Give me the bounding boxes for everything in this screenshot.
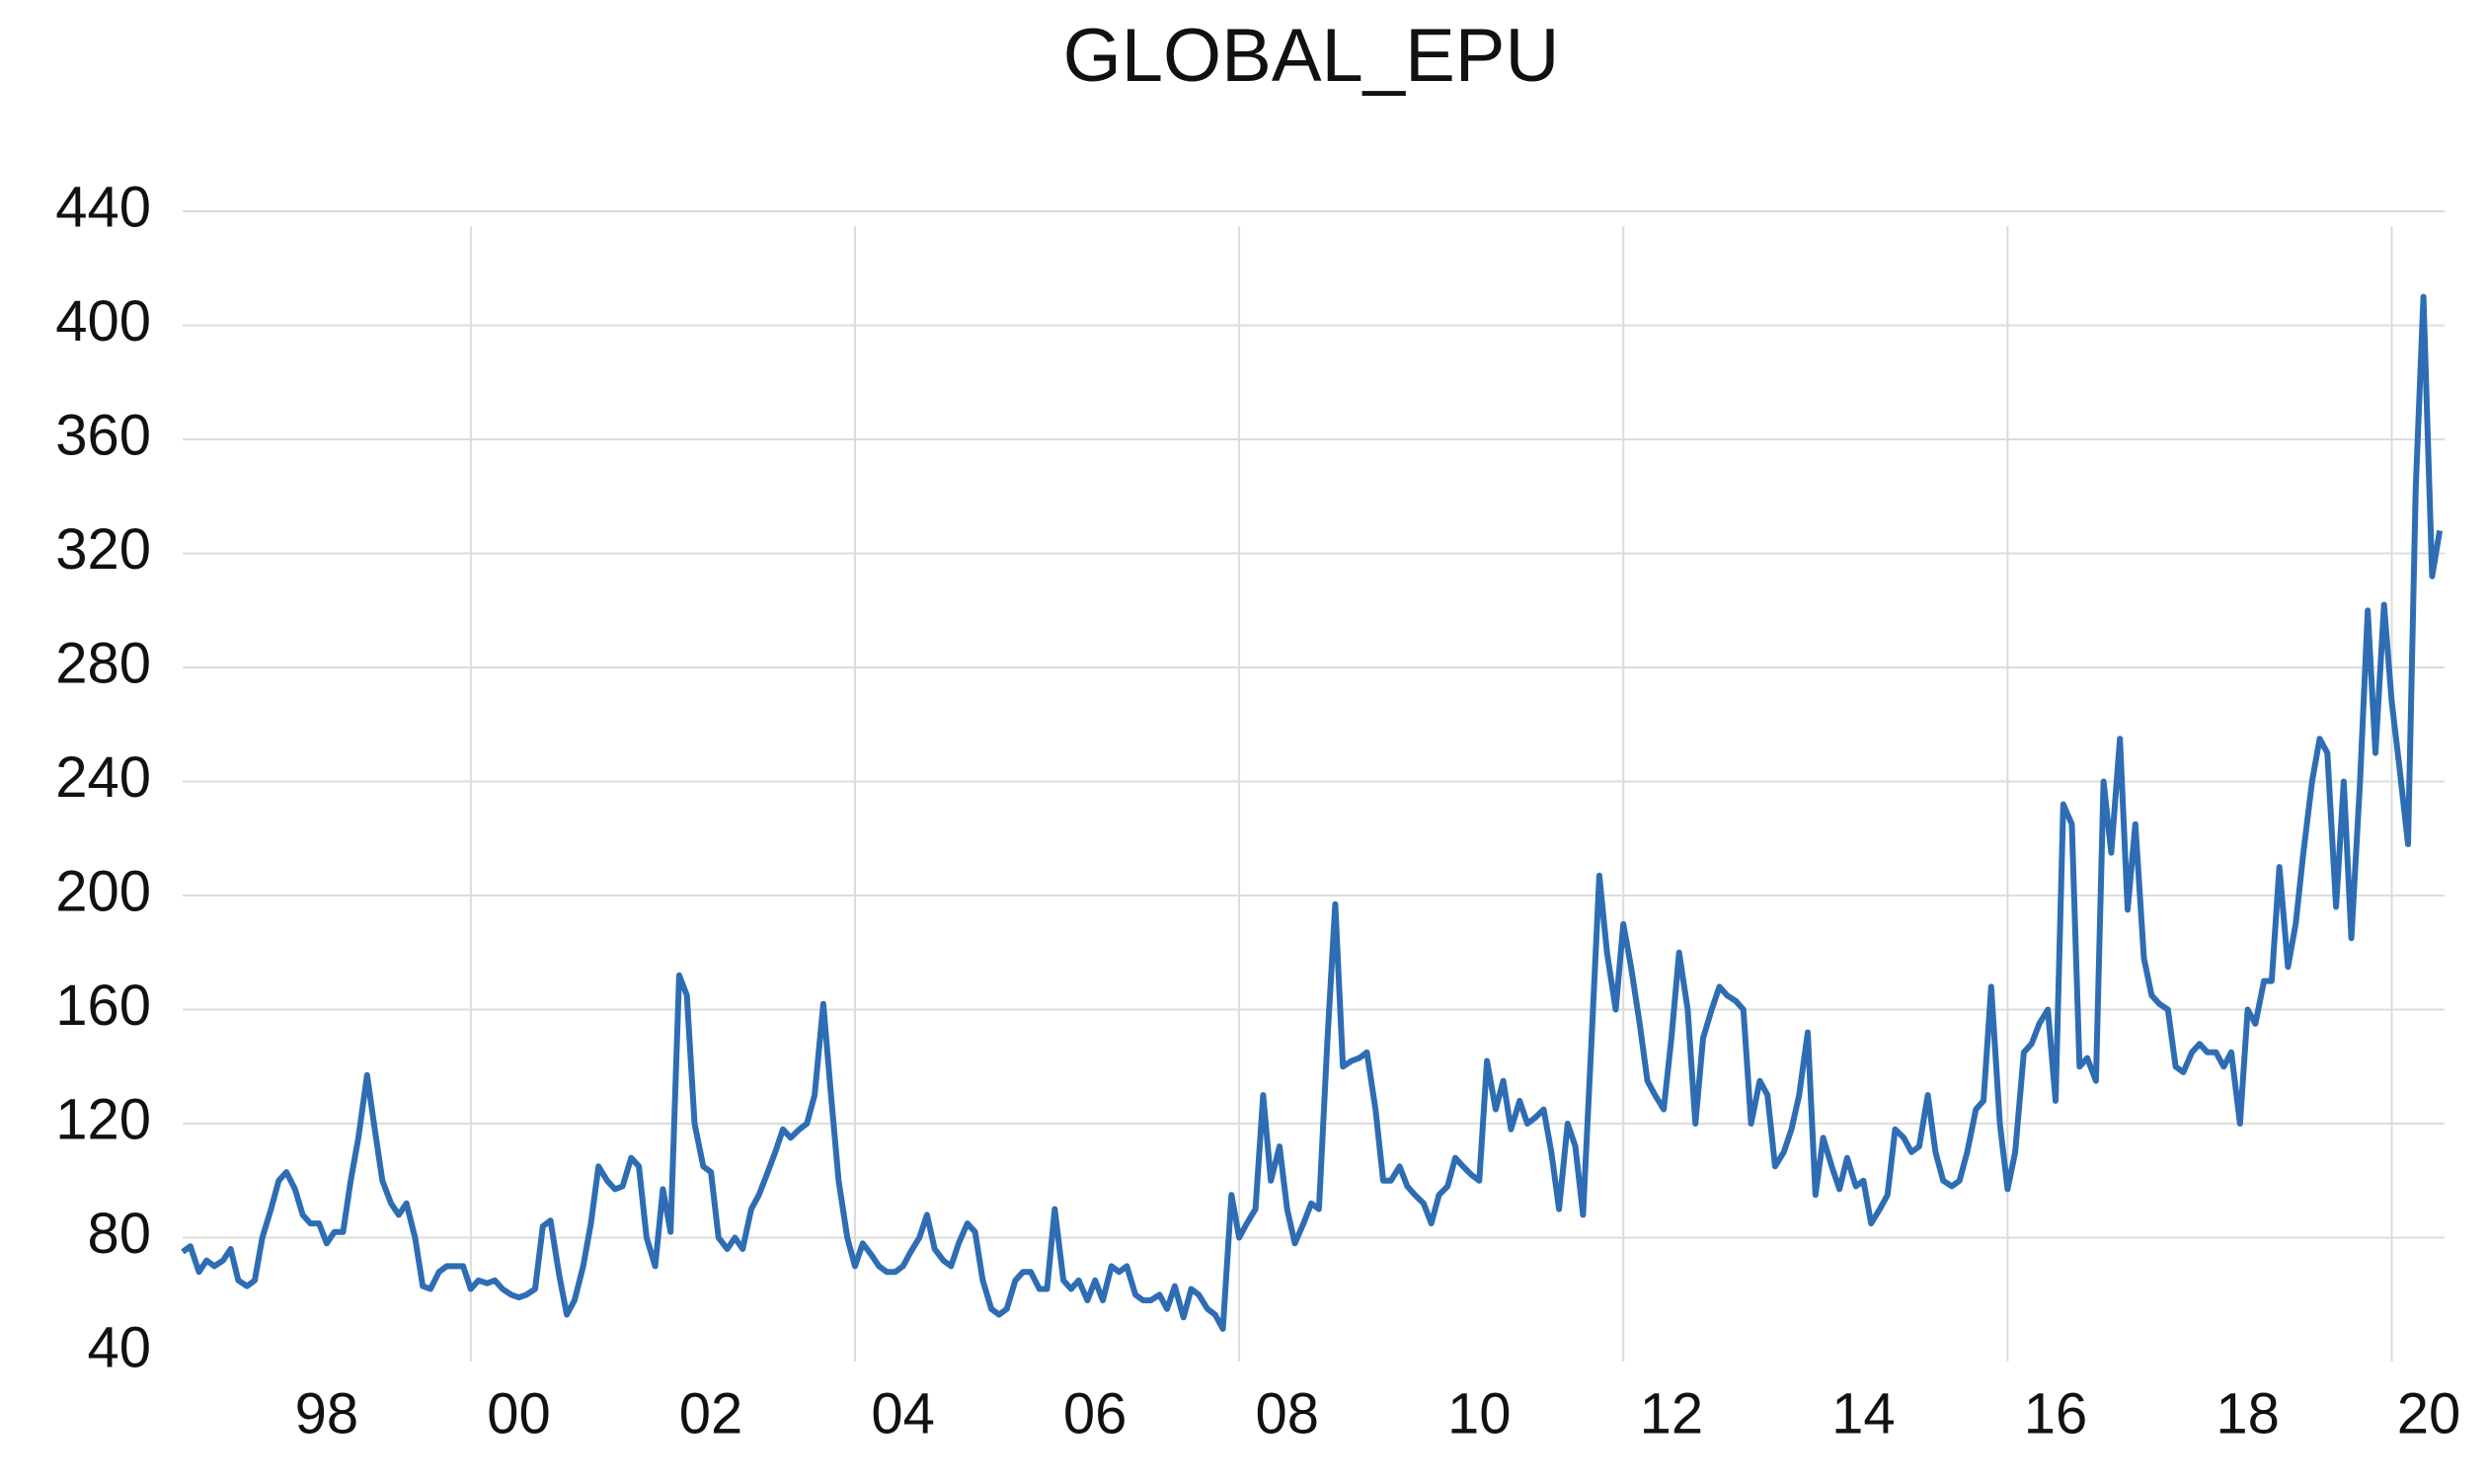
x-tick-label: 12 [1640,1381,1704,1445]
y-tick-label: 280 [55,631,151,695]
y-tick-label: 160 [55,974,151,1038]
x-tick-label: 10 [1447,1381,1512,1445]
x-tick-label: 04 [871,1381,935,1445]
data-line [181,293,2444,1332]
y-tick-label: 200 [55,859,151,923]
x-tick-label: 06 [1063,1381,1127,1445]
x-tick-label: 00 [487,1381,551,1445]
y-tick-label: 360 [55,403,151,467]
x-tick-label: 08 [1255,1381,1319,1445]
x-tick-label: 14 [1831,1381,1896,1445]
y-tick-label: 40 [87,1315,151,1379]
y-tick-label: 120 [55,1087,151,1151]
x-tick-label: 98 [295,1381,359,1445]
x-tick-label: 18 [2216,1381,2280,1445]
x-tick-label: 16 [2024,1381,2088,1445]
x-tick-label: 20 [2397,1381,2461,1445]
y-tick-label: 440 [55,175,151,239]
y-tick-label: 80 [87,1202,151,1266]
chart-title: GLOBAL_EPU [1063,14,1560,98]
y-tick-label: 240 [55,745,151,810]
x-tick-label: 02 [679,1381,743,1445]
y-tick-label: 400 [55,289,151,353]
y-tick-label: 320 [55,517,151,582]
